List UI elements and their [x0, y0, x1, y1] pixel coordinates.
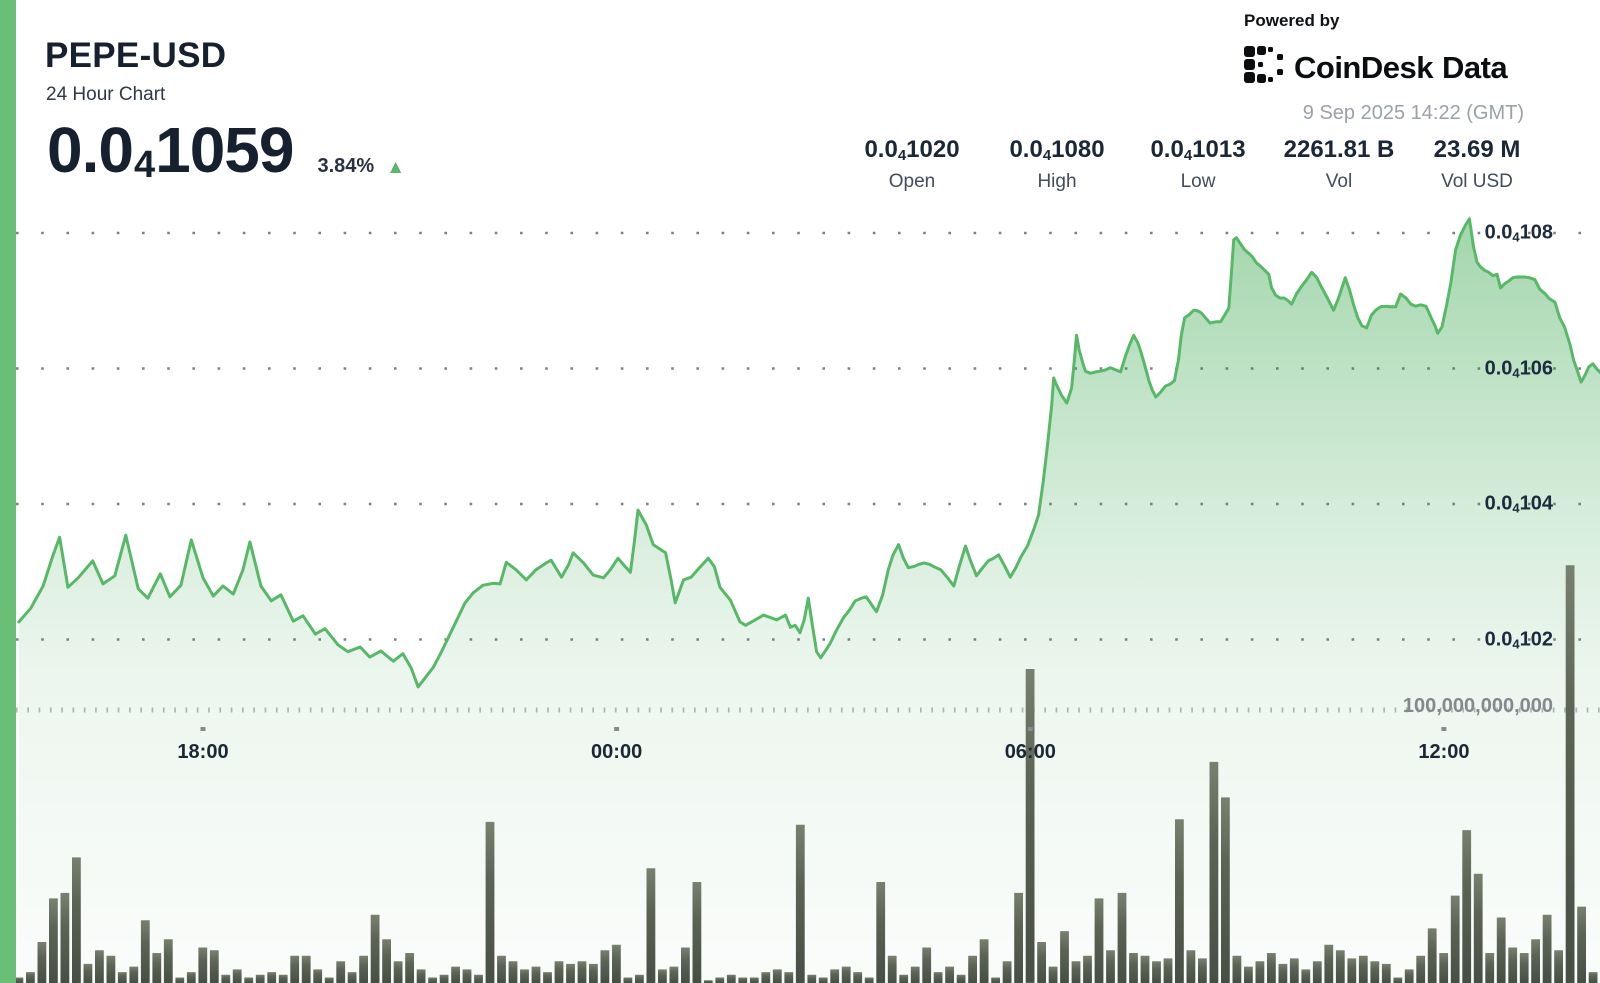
stat-volume-label: Vol [1325, 171, 1353, 192]
stat-open-subscript: 4 [897, 147, 907, 164]
stat-high: 0.041080 High [1009, 136, 1104, 193]
instrument-symbol: PEPE-USD [45, 36, 227, 75]
stat-low-subscript: 4 [1183, 147, 1193, 164]
stat-volume: 2261.81 B Vol [1284, 136, 1395, 193]
y-axis-price-label-104: 0.04104 [1484, 492, 1553, 516]
coindesk-data-logo: CoinDesk Data [1244, 46, 1508, 90]
y-axis-price-label-108: 0.04108 [1484, 221, 1553, 245]
stat-high-prefix: 0.0 [1009, 136, 1043, 163]
stat-open-value: 1020 [906, 136, 960, 163]
stat-low-prefix: 0.0 [1150, 136, 1184, 163]
stat-open-label: Open [888, 171, 936, 192]
stat-volume-usd-label: Vol USD [1441, 171, 1513, 192]
stat-high-subscript: 4 [1042, 147, 1052, 164]
stat-volume-usd-value: 23.69 M [1433, 136, 1521, 163]
current-price: 0.041059 [47, 118, 294, 186]
current-price-row: 0.041059 3.84% ▲ [47, 118, 405, 184]
price-prefix: 0.0 [47, 114, 134, 186]
stat-volume-value: 2261.81 B [1283, 136, 1395, 163]
coindesk-dots-icon [1244, 46, 1285, 90]
brand-name-coindesk: CoinDesk [1294, 50, 1433, 85]
change-percent: 3.84% [317, 155, 375, 177]
timestamp: 9 Sep 2025 14:22 (GMT) [1302, 102, 1524, 124]
price-area-fill [18, 218, 1600, 983]
x-axis-time-label-1200: 12:00 [1418, 741, 1470, 763]
up-triangle-icon: ▲ [386, 157, 406, 178]
stat-open-prefix: 0.0 [864, 136, 898, 163]
stat-open: 0.041020 Open [864, 136, 959, 193]
chart-range-subtitle: 24 Hour Chart [46, 84, 166, 105]
y-axis-price-label-106: 0.04106 [1484, 357, 1553, 380]
price-main: 1059 [155, 114, 294, 186]
stat-low-label: Low [1180, 171, 1216, 192]
price-line [17, 217, 1600, 689]
x-axis-time-label-1800: 18:00 [177, 741, 229, 763]
stat-high-label: High [1037, 171, 1077, 192]
stat-low-value: 1013 [1192, 136, 1246, 163]
y-axis-price-label-102: 0.04102 [1484, 628, 1553, 651]
x-axis-time-label-0600: 06:00 [1004, 741, 1056, 763]
powered-by-text: Powered by [1244, 11, 1340, 30]
left-accent-stripe [0, 0, 16, 983]
y-axis-volume-label: 100,000,000,000 [1402, 695, 1553, 717]
brand-name-data: Data [1441, 50, 1508, 85]
price-subscript: 4 [133, 144, 155, 186]
x-axis-time-label-0000: 00:00 [591, 741, 643, 763]
stat-volume-usd: 23.69 M Vol USD [1434, 136, 1521, 193]
stat-high-value: 1080 [1051, 136, 1105, 163]
stat-low: 0.041013 Low [1150, 136, 1245, 193]
